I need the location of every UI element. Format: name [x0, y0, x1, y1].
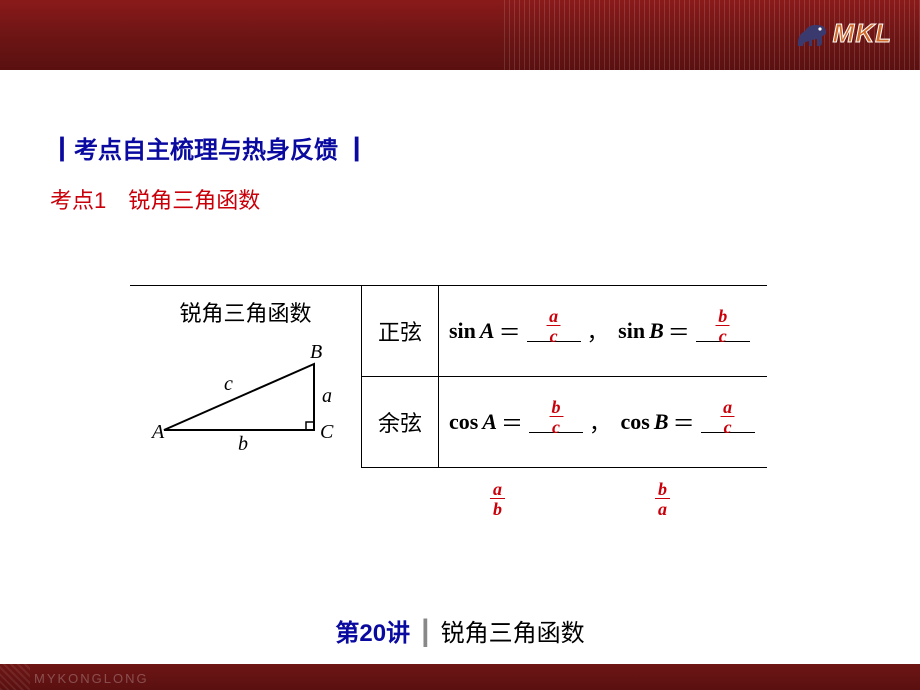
left-cell: 锐角三角函数 A C B a b c	[130, 286, 362, 468]
watermark: MYKONGLONG	[34, 671, 149, 686]
vertex-B: B	[310, 341, 322, 363]
footer: 第20讲 ┃ 锐角三角函数	[0, 613, 920, 648]
side-a: a	[322, 385, 332, 407]
logo: MKL	[795, 18, 892, 49]
left-label: 锐角三角函数	[138, 296, 353, 328]
row-name-cosine: 余弦	[362, 376, 439, 467]
blank-cosA: bc	[529, 410, 583, 433]
corner-hatch	[0, 660, 30, 690]
blank-sinA: ac	[527, 319, 581, 342]
side-b: b	[238, 433, 248, 454]
section-title: ┃考点自主梳理与热身反馈 ┃	[50, 130, 870, 165]
subtitle: 考点1 锐角三角函数	[50, 183, 870, 215]
header-band: MKL	[0, 0, 920, 70]
dinosaur-icon	[795, 19, 829, 49]
triangle-diagram: A C B a b c	[138, 334, 343, 454]
footer-sep: ┃	[418, 621, 432, 647]
content-area: ┃考点自主梳理与热身反馈 ┃ 考点1 锐角三角函数	[50, 130, 870, 215]
extra-frac-2: ba	[655, 480, 670, 518]
logo-text: MKL	[833, 18, 892, 49]
fn-sinB: sin	[618, 318, 645, 344]
fn-cosB: cos	[621, 409, 650, 435]
row-name-sine: 正弦	[362, 286, 439, 377]
extra-frac-1: ab	[490, 480, 505, 518]
row-cosine-formulas: cosA＝ bc ， cosB＝ ac	[439, 376, 767, 467]
vertex-C: C	[320, 421, 334, 443]
blank-cosB: ac	[701, 410, 755, 433]
footer-lesson: 第20讲	[335, 620, 410, 647]
footer-topic: 锐角三角函数	[441, 620, 585, 647]
trig-table: 锐角三角函数 A C B a b c 正弦 sinA＝ ac ，	[130, 285, 795, 518]
blank-sinB: bc	[696, 319, 750, 342]
vertex-A: A	[150, 421, 165, 443]
extra-fractions: ab ba	[490, 480, 795, 518]
fn-sinA: sin	[449, 318, 476, 344]
bottom-bar: MYKONGLONG	[0, 664, 920, 690]
row-sine-formulas: sinA＝ ac ， sinB＝ bc	[439, 286, 767, 377]
side-c: c	[224, 373, 233, 395]
fn-cosA: cos	[449, 409, 478, 435]
